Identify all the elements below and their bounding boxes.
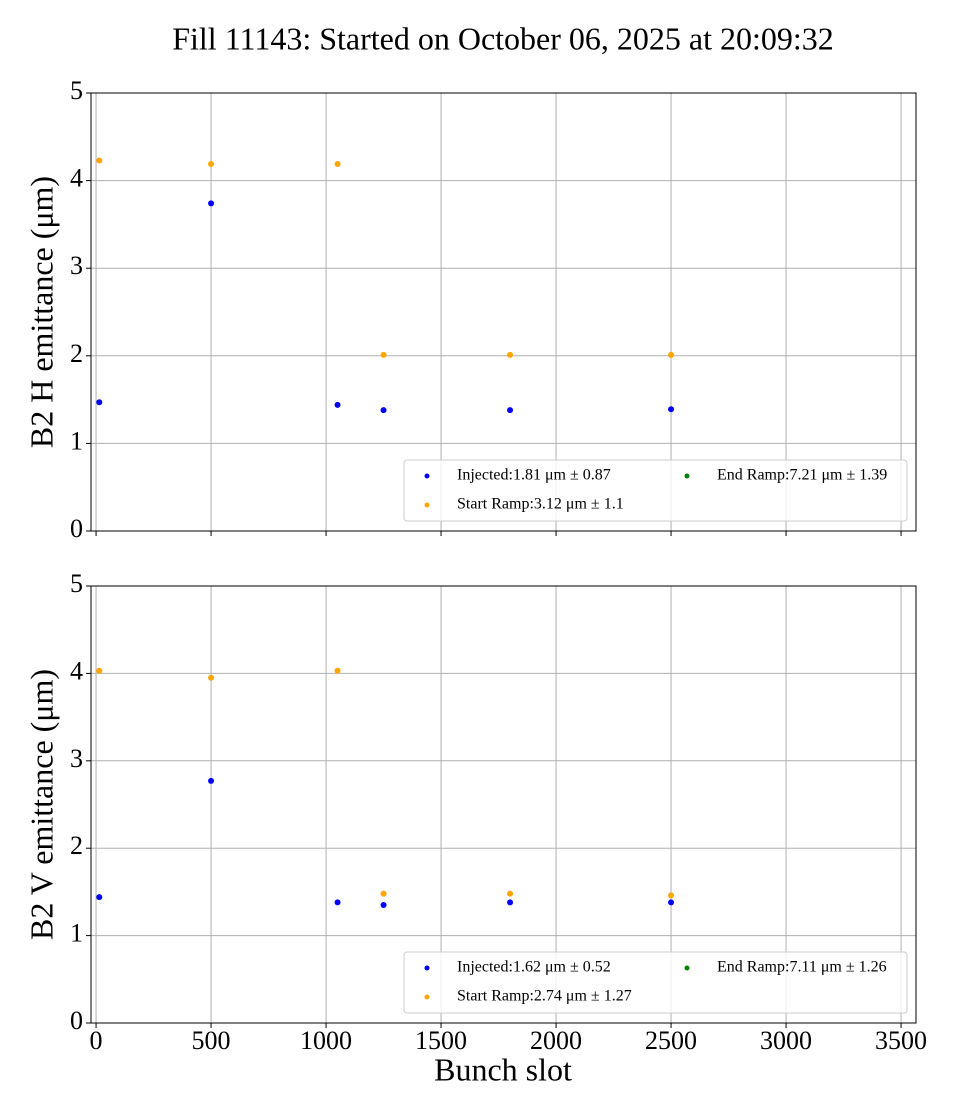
legend-box: [403, 951, 908, 1014]
data-point: [380, 351, 387, 358]
legend-label: End Ramp:7.21 μm ± 1.39: [717, 467, 887, 484]
y-axis-label: B2 V emittance (μm): [23, 669, 59, 940]
data-point: [96, 157, 103, 164]
x-tick-label: 1000: [300, 1026, 352, 1055]
legend-marker: [424, 994, 430, 1000]
y-tick-label: 2: [70, 831, 83, 860]
plot-frame: [90, 585, 917, 1024]
data-point: [668, 899, 675, 906]
data-point: [96, 667, 103, 674]
legend-label: Start Ramp:2.74 μm ± 1.27: [457, 988, 632, 1005]
legend-label: Injected:1.81 μm ± 0.87: [457, 467, 611, 484]
y-tick-label: 5: [70, 569, 83, 598]
y-tick-label: 2: [70, 339, 83, 368]
x-axis-label: Bunch slot: [434, 1051, 572, 1087]
data-point: [208, 674, 215, 681]
data-point: [96, 399, 103, 406]
data-point: [334, 401, 341, 408]
data-point: [334, 160, 341, 167]
y-tick-label: 5: [70, 76, 83, 105]
y-tick-label: 3: [70, 251, 83, 280]
data-point: [208, 777, 215, 784]
x-tick-label: 0: [90, 1026, 103, 1055]
data-point: [380, 407, 387, 414]
data-point: [96, 894, 103, 901]
y-tick-label: 1: [70, 919, 83, 948]
data-point: [380, 902, 387, 909]
legend-label: Start Ramp:3.12 μm ± 1.1: [457, 496, 624, 513]
data-point: [208, 200, 215, 207]
data-point: [668, 406, 675, 413]
x-tick-label: 3000: [760, 1026, 812, 1055]
data-point: [668, 892, 675, 899]
y-tick-label: 1: [70, 426, 83, 455]
data-point: [208, 160, 215, 167]
legend-marker: [424, 473, 430, 479]
chart-title: Fill 11143: Started on October 06, 2025 …: [172, 20, 834, 56]
x-tick-label: 2500: [645, 1026, 697, 1055]
data-point: [334, 899, 341, 906]
plot-frame: [90, 92, 917, 532]
x-tick-label: 500: [192, 1026, 231, 1055]
y-tick-label: 4: [70, 656, 83, 685]
legend-marker: [424, 965, 430, 971]
x-tick-label: 3500: [875, 1026, 927, 1055]
y-axis-label: B2 H emittance (μm): [23, 176, 59, 448]
data-point: [507, 407, 514, 414]
data-point: [507, 899, 514, 906]
data-point: [380, 890, 387, 897]
legend-marker: [684, 965, 690, 971]
y-tick-label: 3: [70, 744, 83, 773]
legend-label: Injected:1.62 μm ± 0.52: [457, 959, 611, 976]
legend-box: [403, 459, 908, 522]
legend-label: End Ramp:7.11 μm ± 1.26: [717, 959, 887, 976]
y-tick-label: 0: [70, 514, 83, 543]
data-point: [507, 890, 514, 897]
y-tick-label: 0: [70, 1006, 83, 1035]
legend-marker: [424, 502, 430, 508]
legend-marker: [684, 473, 690, 479]
x-tick-label: 2000: [530, 1026, 582, 1055]
data-point: [668, 351, 675, 358]
x-tick-label: 1500: [415, 1026, 467, 1055]
data-point: [507, 351, 514, 358]
data-point: [334, 667, 341, 674]
y-tick-label: 4: [70, 164, 83, 193]
